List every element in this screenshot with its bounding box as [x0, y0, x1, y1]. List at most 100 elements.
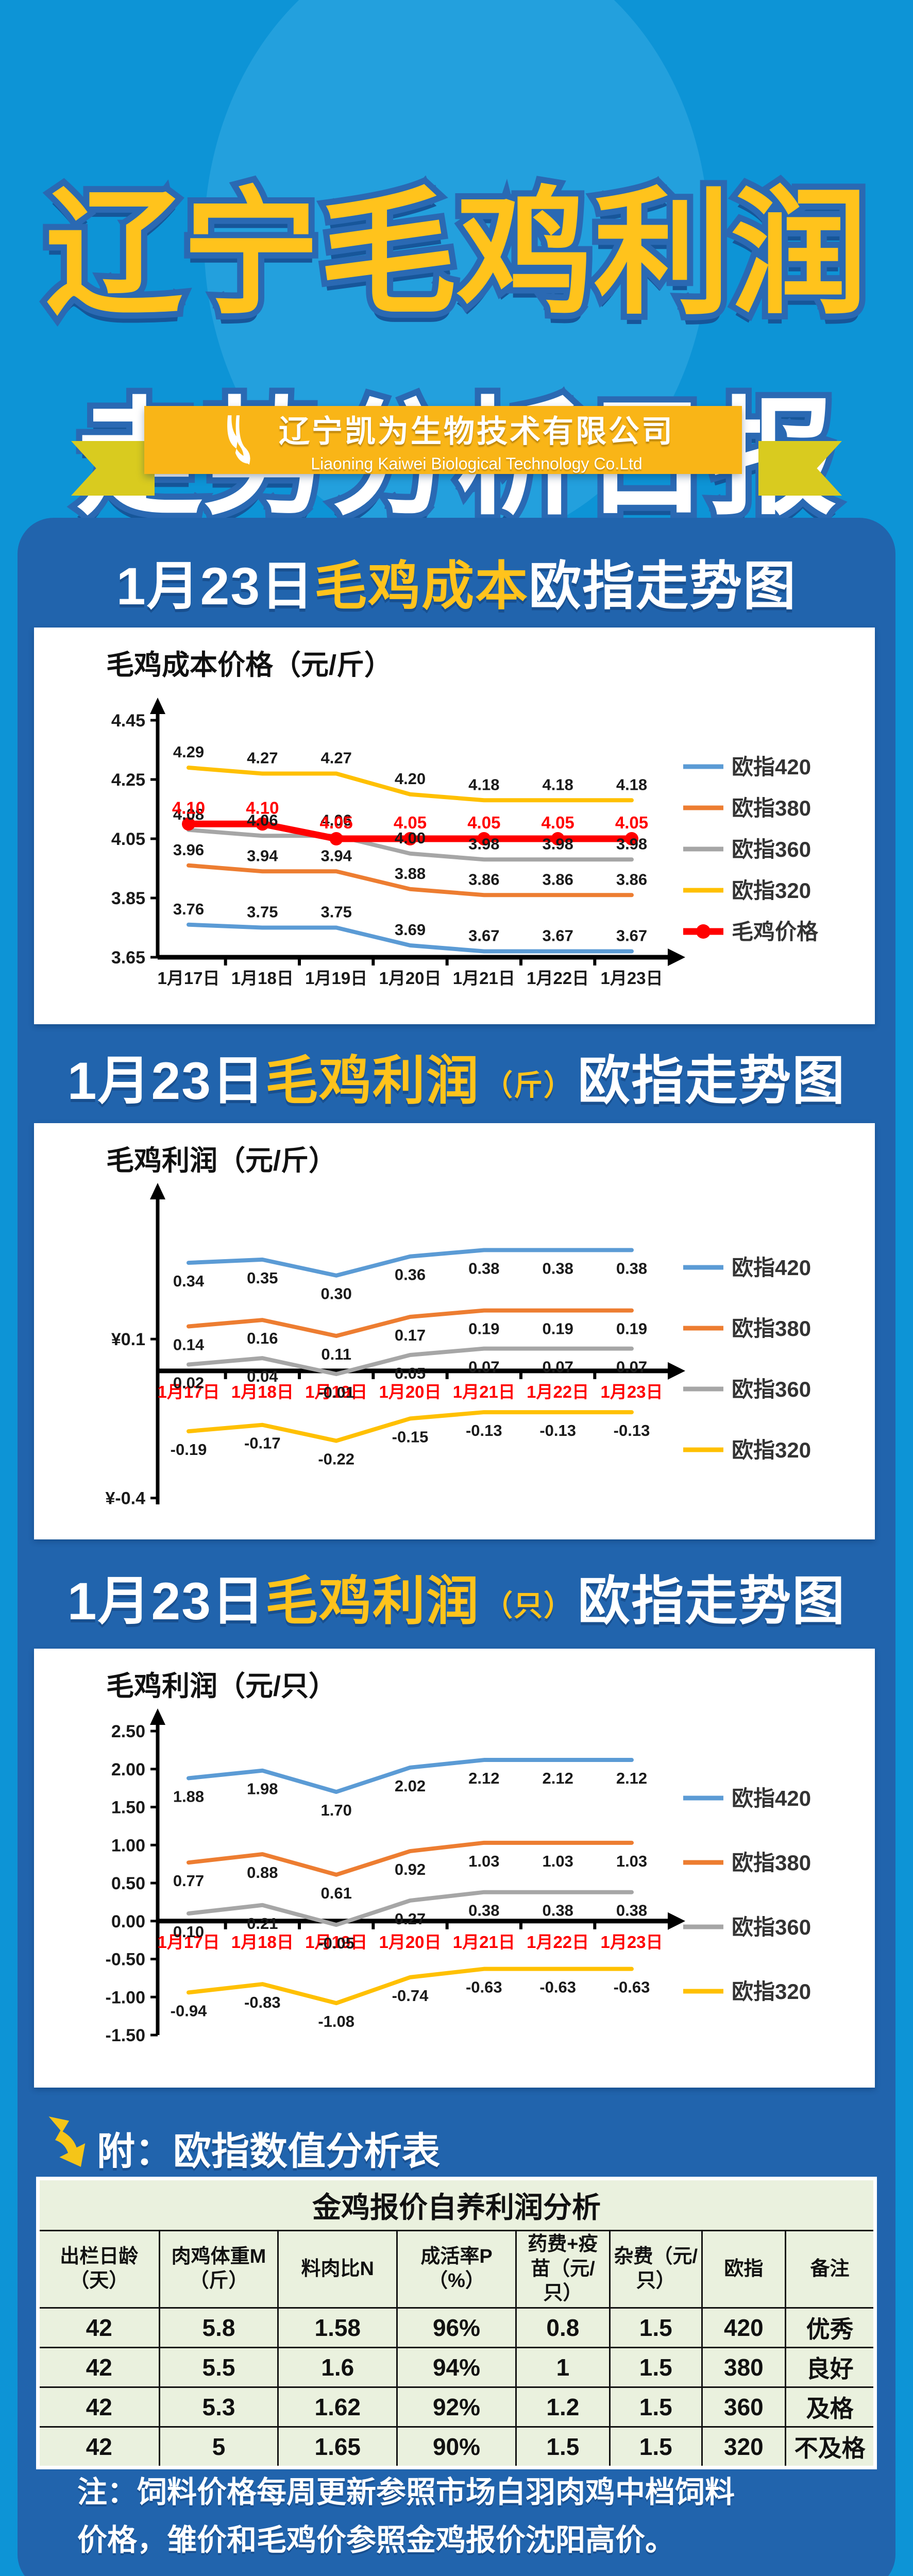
section-title-profit-per-jin-chart: 1月23日毛鸡利润 （斤）欧指走势图 [0, 1052, 913, 1110]
company-logo-icon [227, 415, 250, 465]
company-name-cn: 辽宁凯为生物技术有限公司 [279, 414, 674, 449]
profit-per-jin-chart-title: 毛鸡利润（元/斤） [106, 1145, 337, 1176]
analysis-table-heading: 附：欧指数值分析表 [97, 2130, 440, 2173]
value-label: 0.88 [247, 1863, 278, 1882]
value-label: 4.20 [395, 770, 426, 788]
table-header-cell: 欧指 [701, 2230, 787, 2309]
value-label: 4.27 [247, 749, 278, 767]
value-label: -0.13 [614, 1421, 650, 1439]
value-label: 2.02 [395, 1777, 426, 1795]
value-label: 4.05 [542, 813, 574, 832]
profit-per-bird-trend-chart: 2.50 2.00 1.50 1.00 0.50 0.00 -0.50 -1.00 -1.50 1… [106, 1708, 811, 2045]
legend-label: 欧指320 [732, 1979, 811, 2004]
value-label: 1.03 [616, 1852, 647, 1870]
table-cell: 优秀 [785, 2307, 876, 2348]
x-tick-label: 1月22日 [527, 1382, 589, 1401]
table-cell: 及格 [785, 2386, 876, 2428]
table-cell: 420 [701, 2307, 787, 2348]
series-marker [182, 817, 195, 831]
section-title-part: 1月23日 [116, 557, 315, 616]
y-tick-label: 1.00 [111, 1836, 145, 1855]
y-tick-label: -1.50 [106, 2026, 146, 2045]
value-label: 0.38 [468, 1902, 499, 1920]
value-label: 0.38 [542, 1259, 573, 1277]
section-title-part: 欧指走势图 [578, 1052, 846, 1110]
x-tick-label: 1月17日 [157, 1382, 219, 1401]
value-label: 0.30 [320, 1285, 351, 1303]
value-label: 4.27 [320, 749, 351, 767]
table-cell: 92% [396, 2386, 517, 2428]
value-label: 4.18 [542, 775, 573, 793]
value-label: 1.03 [468, 1852, 499, 1870]
table-header-cell: 药费+疫苗（元/只） [515, 2230, 611, 2309]
series-line-欧指320 [187, 766, 634, 803]
y-tick-label: -1.00 [106, 1988, 146, 2007]
table-cell: 5.5 [158, 2346, 279, 2388]
value-label: 0.19 [542, 1320, 573, 1338]
section-title-part: （只） [483, 1589, 574, 1622]
table-header-cell: 备注 [785, 2230, 876, 2309]
x-tick-label: 1月17日 [157, 969, 219, 988]
x-tick-label: 1月20日 [379, 1382, 441, 1401]
value-label: 3.98 [468, 835, 499, 853]
value-label: 2.12 [468, 1769, 499, 1787]
table-header-cell: 成活率P（%） [396, 2230, 517, 2309]
table-cell: 42 [37, 2386, 160, 2428]
table-cell: 1.5 [608, 2426, 703, 2468]
y-tick-label: 4.25 [111, 770, 145, 790]
table-cell: 5.3 [158, 2386, 279, 2428]
table-cell: 不及格 [785, 2426, 876, 2468]
x-tick-label: 1月18日 [231, 1933, 294, 1952]
value-label: 0.35 [247, 1269, 278, 1287]
value-label: -0.15 [392, 1428, 429, 1446]
y-tick-label: 4.05 [111, 829, 145, 849]
y-tick-label: 3.65 [111, 948, 145, 968]
value-label: 4.06 [247, 811, 278, 829]
legend-label: 欧指360 [732, 1915, 811, 1939]
table-header-cell: 出栏日龄（天） [37, 2230, 160, 2309]
value-label: -0.63 [614, 1978, 650, 1996]
value-label: 0.10 [173, 1923, 204, 1941]
x-tick-label: 1月21日 [453, 1933, 515, 1952]
value-label: -0.22 [318, 1450, 354, 1468]
table-cell: 良好 [785, 2346, 876, 2388]
value-label: 3.96 [173, 841, 204, 859]
value-label: 4.10 [246, 798, 279, 817]
poster-title-line1: 辽宁毛鸡利润 辽宁毛鸡利润 [39, 177, 874, 330]
value-label: 0.17 [395, 1326, 426, 1344]
x-tick-label: 1月18日 [231, 969, 294, 988]
legend-label: 欧指360 [732, 1377, 811, 1401]
value-label: 0.05 [395, 1364, 426, 1382]
x-tick-label: 1月21日 [453, 1382, 515, 1401]
value-label: 3.94 [247, 846, 278, 865]
series-line-欧指360 [187, 1346, 634, 1377]
value-label: -0.01 [318, 1383, 354, 1401]
x-tick-label: 1月23日 [600, 969, 663, 988]
company-name-block: 辽宁凯为生物技术有限公司 Liaoning Kaiwei Biological … [279, 406, 674, 473]
footnote-line2: 价格，雏价和毛鸡价参照金鸡报价沈阳高价。 [77, 2523, 675, 2557]
value-label: 0.04 [247, 1367, 278, 1385]
value-label: -0.63 [539, 1978, 576, 1996]
legend-label: 欧指420 [732, 1786, 811, 1810]
value-label: 3.76 [173, 900, 204, 918]
y-tick-label: 2.00 [111, 1760, 145, 1780]
series-line-欧指320 [187, 1410, 634, 1443]
value-label: -0.05 [318, 1934, 354, 1952]
table-cell: 1.2 [515, 2386, 611, 2428]
profit-per-jin-chart-card: 毛鸡利润（元/斤） ¥0.1 ¥-0.4 1月17日 1月18日 1月19日 1月20日 1… [34, 1123, 875, 1539]
section-title-part: （斤） [483, 1069, 574, 1102]
value-label: 0.11 [321, 1345, 351, 1363]
value-label: 4.05 [467, 813, 500, 832]
x-tick-label: 1月22日 [527, 1933, 589, 1952]
value-label: 4.29 [173, 743, 204, 761]
value-label: 4.05 [394, 813, 427, 832]
y-tick-label: -0.50 [106, 1950, 146, 1970]
series-marker [551, 832, 565, 845]
section-title-cost-chart: 1月23日毛鸡成本欧指走势图 [0, 557, 913, 615]
profit-per-bird-chart-title: 毛鸡利润（元/只） [106, 1671, 337, 1702]
table-cell: 94% [396, 2346, 517, 2388]
x-tick-label: 1月20日 [379, 969, 441, 988]
y-axis-arrow [150, 698, 165, 714]
x-tick-label: 1月19日 [305, 1933, 367, 1952]
y-tick-label: 3.85 [111, 889, 145, 908]
